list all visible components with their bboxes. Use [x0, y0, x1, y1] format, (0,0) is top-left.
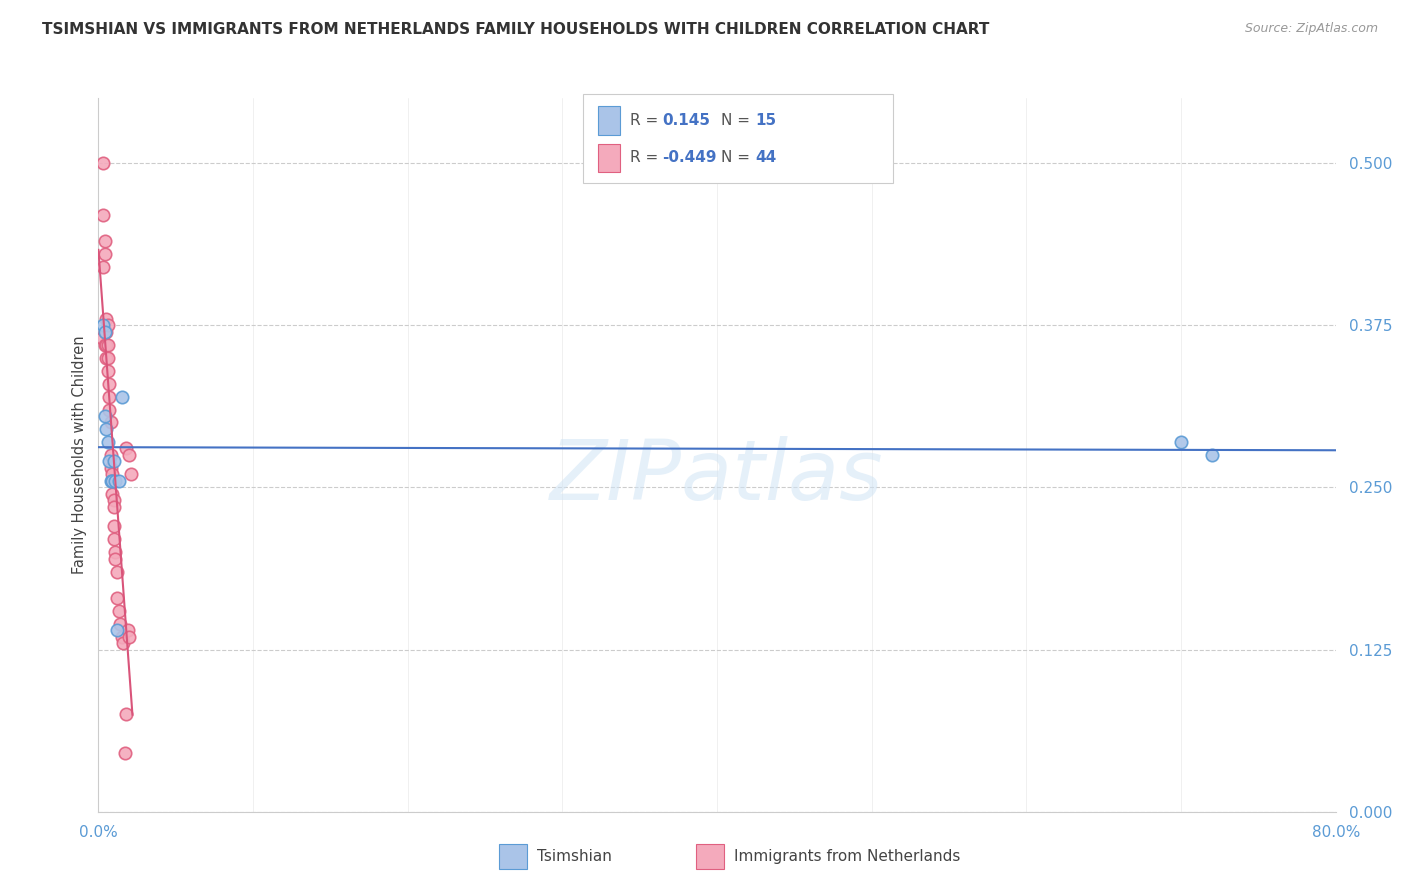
Point — [114, 747, 136, 761]
Point — [101, 487, 124, 501]
Point — [100, 416, 122, 430]
Point — [97, 351, 120, 365]
Point — [98, 376, 121, 391]
Point — [96, 422, 118, 436]
Point — [105, 623, 128, 637]
Point — [93, 247, 115, 261]
Point — [115, 442, 138, 456]
Point — [118, 448, 141, 462]
Point — [93, 325, 115, 339]
Point — [100, 461, 122, 475]
Point — [96, 337, 118, 351]
Text: 0.145: 0.145 — [662, 113, 710, 128]
Point — [104, 551, 127, 566]
Point — [120, 467, 142, 482]
Point — [97, 363, 120, 377]
Point — [101, 474, 124, 488]
Point — [100, 474, 122, 488]
Point — [103, 533, 125, 547]
Point — [101, 467, 124, 482]
Point — [91, 318, 114, 333]
Point — [101, 474, 124, 488]
Text: ZIPatlas: ZIPatlas — [550, 436, 884, 516]
Point — [103, 519, 125, 533]
Point — [98, 402, 121, 417]
Point — [104, 474, 127, 488]
Text: 15: 15 — [755, 113, 776, 128]
Point — [91, 156, 114, 170]
Point — [103, 500, 125, 514]
Point — [1170, 434, 1192, 449]
Text: 44: 44 — [755, 151, 776, 165]
Point — [91, 260, 114, 274]
Text: Source: ZipAtlas.com: Source: ZipAtlas.com — [1244, 22, 1378, 36]
Y-axis label: Family Households with Children: Family Households with Children — [72, 335, 87, 574]
Point — [96, 351, 118, 365]
Text: N =: N = — [721, 151, 755, 165]
Point — [97, 434, 120, 449]
Point — [90, 331, 112, 345]
Point — [105, 591, 128, 605]
Text: -0.449: -0.449 — [662, 151, 717, 165]
Point — [111, 390, 132, 404]
Point — [107, 474, 129, 488]
Point — [93, 337, 115, 351]
Text: R =: R = — [630, 151, 664, 165]
Point — [108, 616, 131, 631]
Text: Immigrants from Netherlands: Immigrants from Netherlands — [734, 849, 960, 863]
Point — [98, 390, 121, 404]
Point — [117, 623, 139, 637]
Text: R =: R = — [630, 113, 664, 128]
Text: Tsimshian: Tsimshian — [537, 849, 612, 863]
Text: TSIMSHIAN VS IMMIGRANTS FROM NETHERLANDS FAMILY HOUSEHOLDS WITH CHILDREN CORRELA: TSIMSHIAN VS IMMIGRANTS FROM NETHERLANDS… — [42, 22, 990, 37]
Text: N =: N = — [721, 113, 755, 128]
Point — [111, 630, 132, 644]
Point — [100, 448, 122, 462]
Point — [118, 630, 141, 644]
Point — [1201, 448, 1223, 462]
Point — [96, 311, 118, 326]
Point — [107, 604, 129, 618]
Point — [96, 325, 118, 339]
Point — [112, 636, 135, 650]
Point — [105, 565, 128, 579]
Point — [91, 208, 114, 222]
Point — [93, 409, 115, 423]
Point — [93, 325, 115, 339]
Point — [104, 545, 127, 559]
Point — [103, 454, 125, 468]
Point — [98, 454, 121, 468]
Point — [103, 493, 125, 508]
Point — [97, 318, 120, 333]
Point — [115, 707, 138, 722]
Point — [97, 337, 120, 351]
Point — [93, 234, 115, 248]
